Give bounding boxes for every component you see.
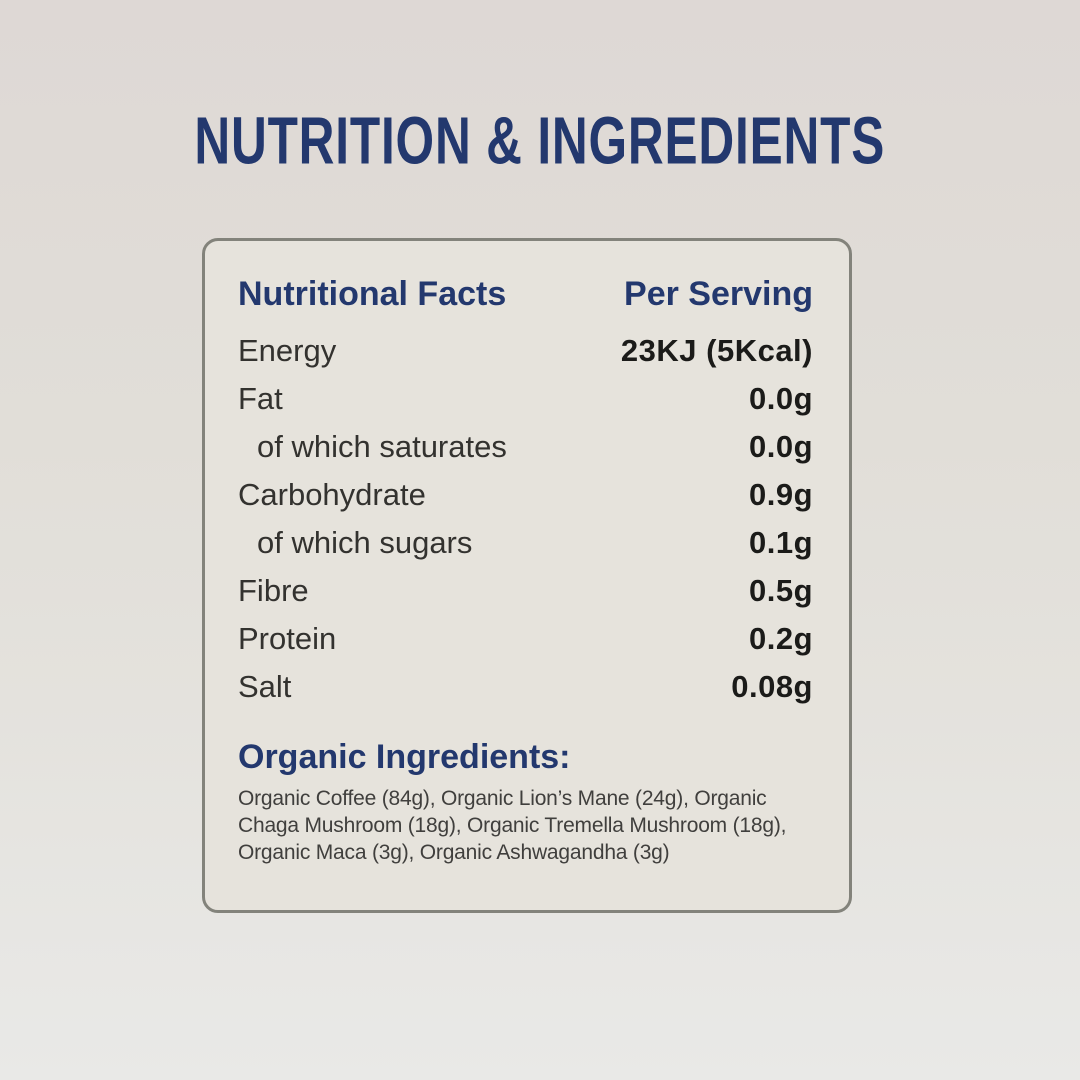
table-header-facts: Nutritional Facts: [238, 275, 507, 313]
nutrient-label: Protein: [238, 621, 337, 656]
nutrient-value: 23KJ (5Kcal): [620, 333, 813, 368]
table-row-salt: Salt 0.08g: [238, 663, 813, 711]
table-row-sugars: of which sugars 0.1g: [238, 519, 813, 567]
table-row-energy: Energy 23KJ (5Kcal): [238, 327, 813, 375]
table-header-row: Nutritional Facts Per Serving: [238, 275, 813, 319]
nutrient-value: 0.0g: [748, 381, 813, 416]
nutrient-label: Carbohydrate: [238, 477, 426, 512]
table-row-carbohydrate: Carbohydrate 0.9g: [238, 471, 813, 519]
nutrient-value: 0.1g: [748, 525, 813, 560]
nutrient-value: 0.08g: [731, 669, 813, 704]
page-title: NUTRITION & INGREDIENTS: [194, 104, 886, 179]
nutrition-panel: Nutritional Facts Per Serving Energy 23K…: [202, 238, 852, 913]
nutrient-label: Fibre: [238, 573, 309, 608]
nutrient-label: of which saturates: [257, 429, 507, 464]
nutrient-value: 0.9g: [748, 477, 813, 512]
table-row-fat: Fat 0.0g: [238, 375, 813, 423]
nutrient-label: Fat: [238, 381, 283, 416]
table-row-fibre: Fibre 0.5g: [238, 567, 813, 615]
nutrient-label: of which sugars: [257, 525, 473, 560]
nutrient-value: 0.2g: [748, 621, 813, 656]
page-title-container: NUTRITION & INGREDIENTS: [0, 104, 1080, 179]
ingredients-text: Organic Coffee (84g), Organic Lion’s Man…: [238, 787, 787, 864]
table-header-per-serving: Per Serving: [624, 275, 813, 313]
table-row-saturates: of which saturates 0.0g: [238, 423, 813, 471]
nutrient-value: 0.0g: [748, 429, 813, 464]
ingredients-heading: Organic Ingredients:: [238, 738, 571, 776]
nutrient-value: 0.5g: [748, 573, 813, 608]
table-row-protein: Protein 0.2g: [238, 615, 813, 663]
nutrient-label: Energy: [238, 333, 337, 368]
nutrient-label: Salt: [238, 669, 292, 704]
